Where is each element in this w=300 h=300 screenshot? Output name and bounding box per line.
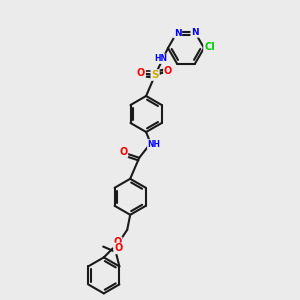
- Text: O: O: [164, 66, 172, 76]
- Text: O: O: [114, 243, 122, 254]
- Text: Cl: Cl: [204, 42, 215, 52]
- Text: N: N: [191, 28, 199, 37]
- Text: O: O: [113, 237, 122, 248]
- Text: S: S: [152, 70, 159, 80]
- Text: N: N: [174, 28, 182, 38]
- Text: O: O: [119, 147, 128, 157]
- Text: HN: HN: [154, 54, 168, 63]
- Text: O: O: [137, 68, 145, 78]
- Text: NH: NH: [148, 140, 161, 149]
